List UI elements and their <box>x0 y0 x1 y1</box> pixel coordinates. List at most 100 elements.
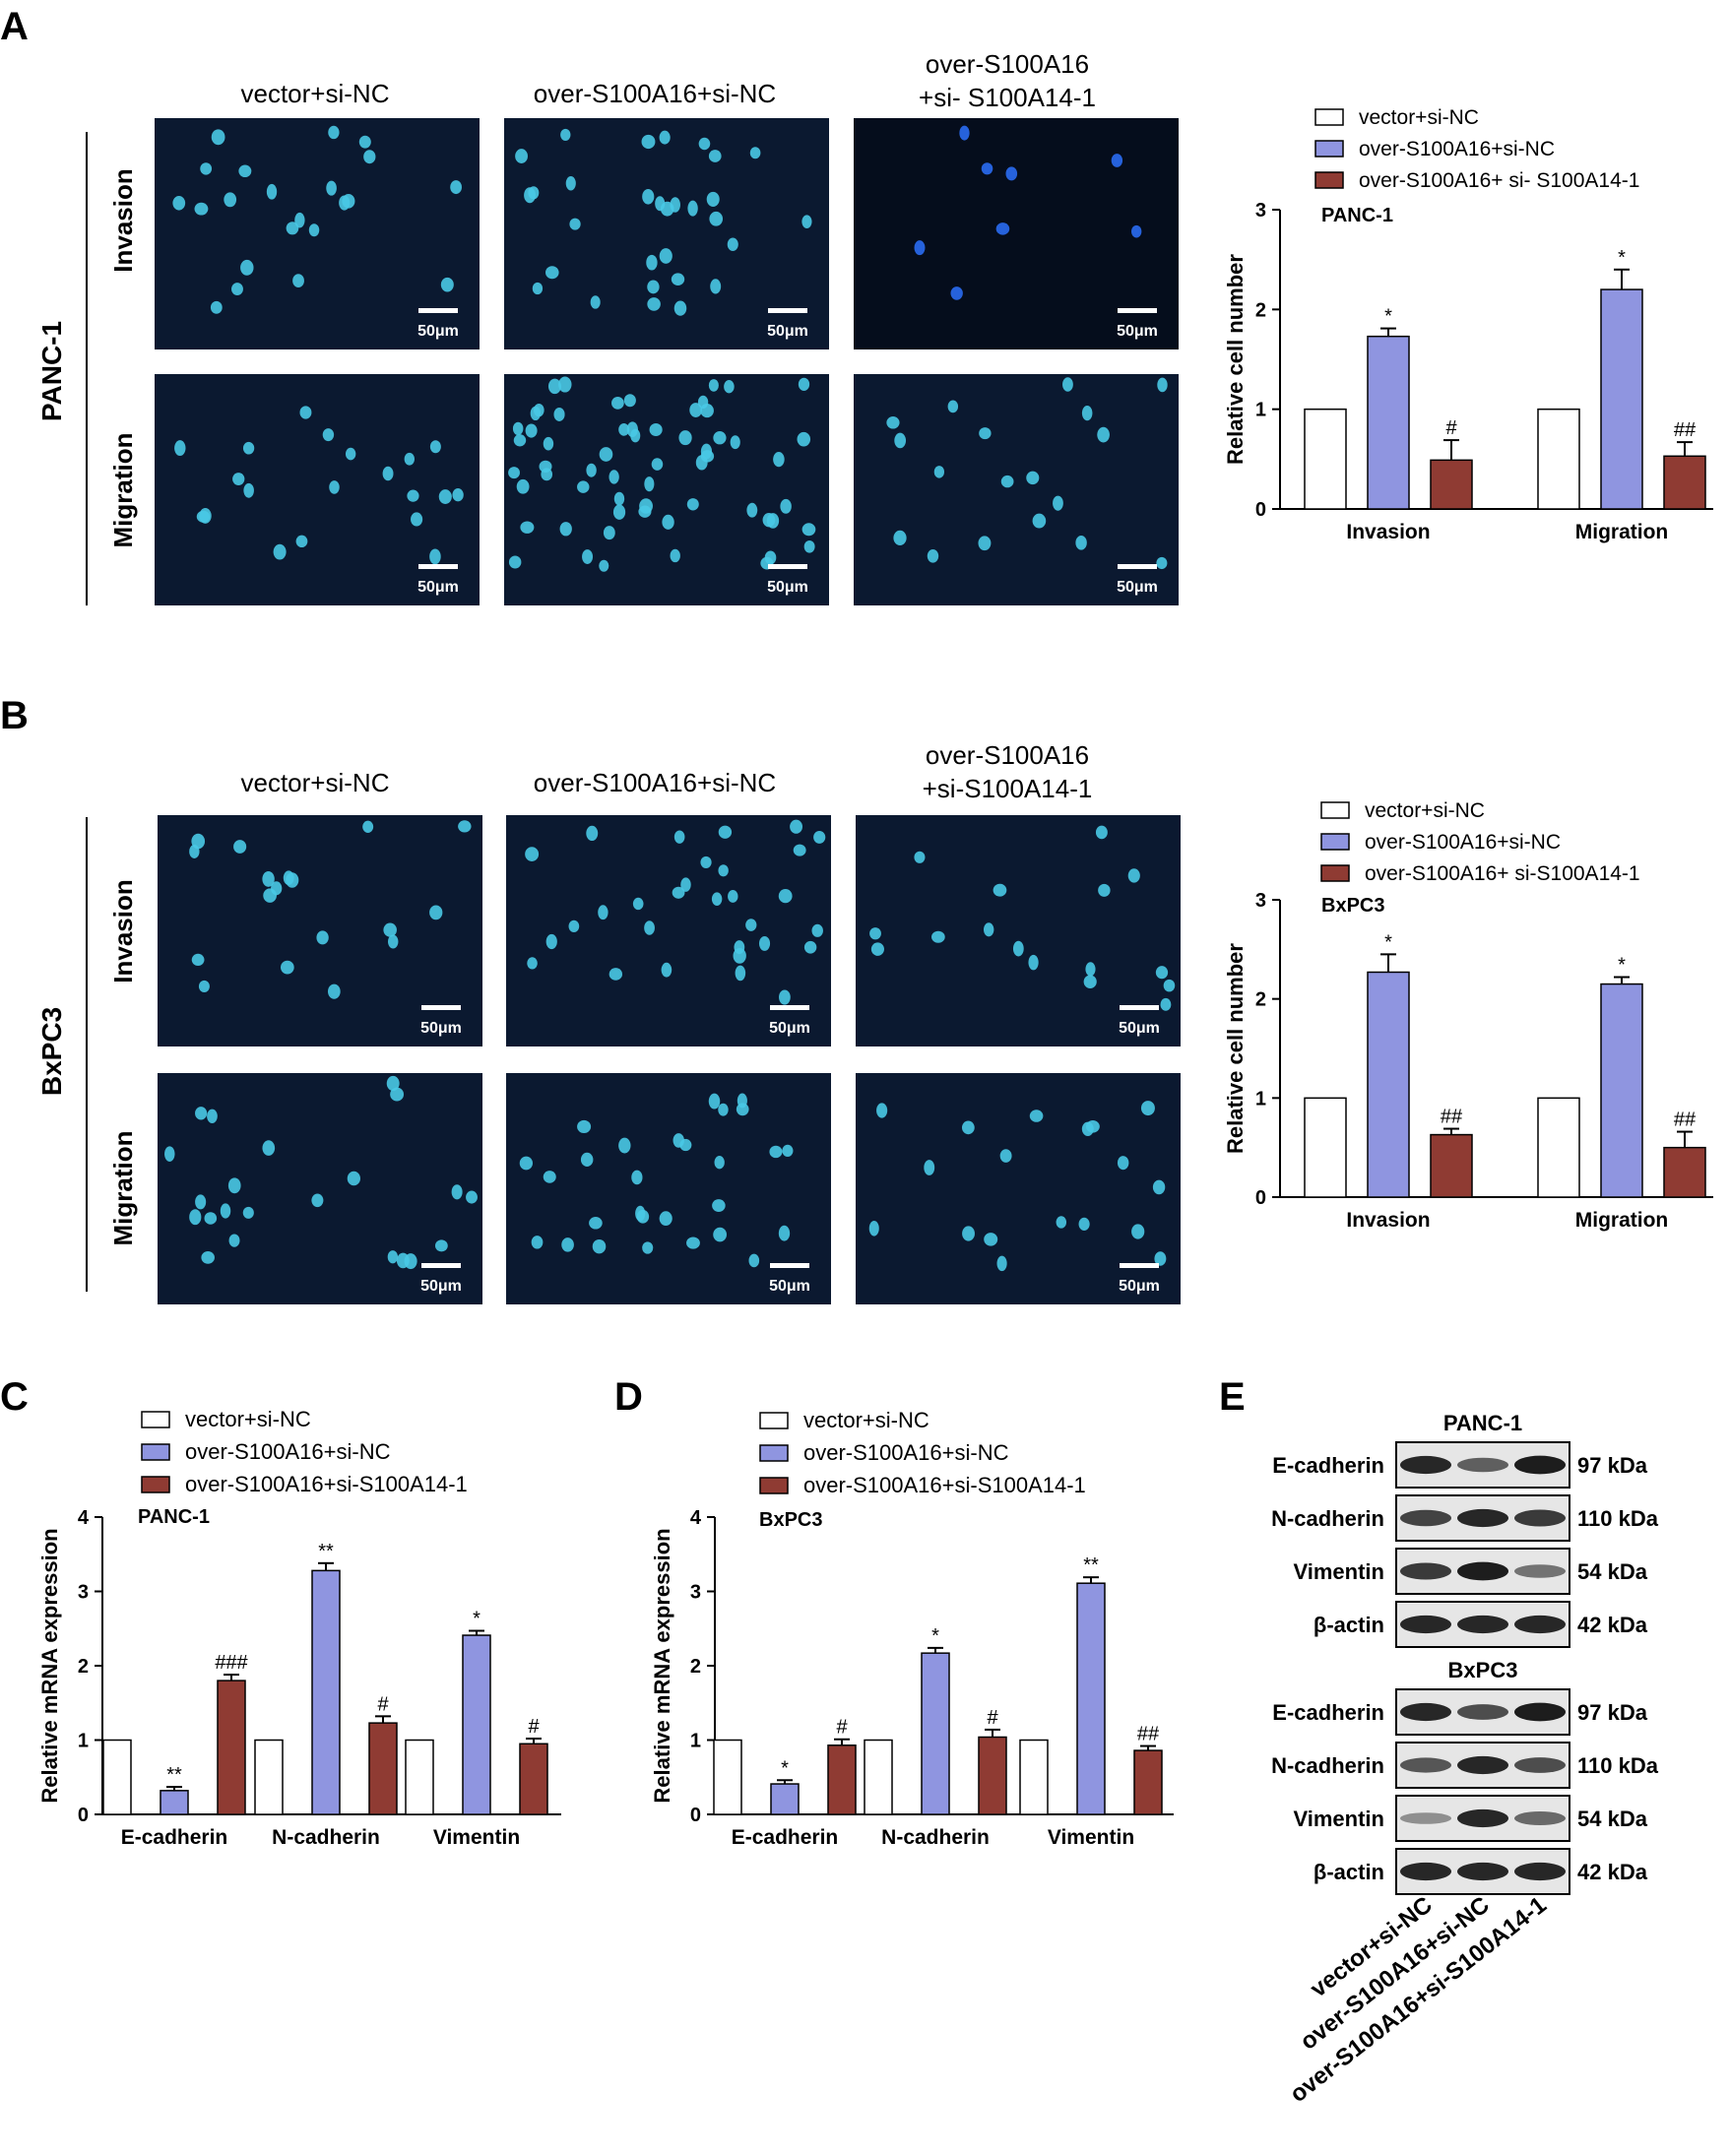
y-axis-label: Relative mRNA expression <box>37 1528 62 1803</box>
cell-nucleus <box>769 1145 783 1159</box>
legend-swatch <box>141 1476 170 1493</box>
cell-nucleus <box>210 300 223 314</box>
mrna-expression-chart-bxpc3: vector+si-NC over-S100A16+si-NC over-S100A… <box>650 1408 1174 1849</box>
bar <box>160 1790 189 1815</box>
scale-bar <box>421 1263 461 1268</box>
blot-band <box>1514 1564 1566 1578</box>
micrograph-image <box>506 815 831 1046</box>
cell-nucleus <box>328 125 340 140</box>
scale-bar <box>421 1005 461 1010</box>
cell-nucleus <box>708 379 719 392</box>
blot-band <box>1400 1615 1451 1634</box>
x-tick-label: E-cadherin <box>121 1826 228 1849</box>
cell-nucleus <box>778 889 793 904</box>
cell-nucleus <box>411 512 423 527</box>
x-tick-label: E-cadherin <box>732 1826 839 1849</box>
cell-nucleus <box>545 266 559 280</box>
cell-nucleus <box>1056 1216 1067 1229</box>
bar <box>102 1739 132 1815</box>
cell-nucleus <box>1062 377 1073 392</box>
cell-nucleus <box>582 549 594 564</box>
micrograph-image <box>856 815 1181 1046</box>
micrograph-image <box>506 1073 831 1304</box>
cell-nucleus <box>450 180 462 195</box>
blot-protein-label: β-actin <box>1314 1860 1384 1884</box>
relative-cell-number-chart-panc1: vector+si-NC over-S100A16+si-NC over-S100A… <box>1223 106 1713 543</box>
legend-swatch <box>1314 171 1344 189</box>
blot-band <box>1514 1509 1566 1527</box>
y-tick-label: 0 <box>690 1805 701 1826</box>
cell-nucleus <box>1078 1217 1090 1231</box>
cell-nucleus <box>893 530 907 545</box>
cell-nucleus <box>1154 1251 1167 1266</box>
cell-nucleus <box>311 1193 324 1208</box>
cell-nucleus <box>611 397 624 410</box>
significance-mark: ## <box>1137 1724 1160 1745</box>
cell-nucleus <box>590 295 601 309</box>
cell-nucleus <box>1163 979 1176 992</box>
scale-bar-label: 50μm <box>417 323 459 340</box>
blot-band <box>1400 1509 1451 1527</box>
significance-mark: # <box>377 1693 389 1715</box>
significance-mark: * <box>473 1609 481 1630</box>
cell-nucleus <box>1032 513 1047 529</box>
legend-swatch <box>1320 833 1350 851</box>
cell-nucleus <box>322 428 335 442</box>
cell-nucleus <box>568 919 580 933</box>
cell-nucleus <box>164 1146 175 1162</box>
x-tick-label: Vimentin <box>1048 1826 1134 1849</box>
cell-nucleus <box>238 164 252 178</box>
bar <box>462 1634 491 1815</box>
cell-nucleus <box>207 1109 218 1123</box>
cell-nucleus <box>347 1171 360 1186</box>
legend-swatch <box>1314 140 1344 158</box>
cell-nucleus <box>660 201 674 217</box>
cell-nucleus <box>698 137 711 151</box>
y-tick-label: 1 <box>1255 400 1266 421</box>
y-tick-label: 0 <box>1255 1187 1266 1209</box>
bar <box>921 1652 950 1815</box>
significance-mark: ### <box>215 1652 248 1674</box>
cell-nucleus <box>407 489 419 502</box>
bar <box>1133 1749 1163 1815</box>
legend-label: vector+si-NC <box>185 1407 311 1431</box>
panel-letter-D: D <box>614 1375 643 1419</box>
scale-bar-label: 50μm <box>1117 323 1158 340</box>
bar <box>405 1739 434 1815</box>
cell-nucleus <box>1081 1121 1094 1137</box>
cell-nucleus <box>612 504 626 520</box>
legend-swatch <box>759 1412 789 1429</box>
cell-nucleus <box>211 129 225 146</box>
blot-protein-label: β-actin <box>1314 1613 1384 1637</box>
cell-nucleus <box>525 423 538 438</box>
cell-nucleus <box>876 1103 888 1118</box>
legend-label: vector+si-NC <box>1359 106 1479 129</box>
cell-nucleus <box>801 523 816 537</box>
cell-nucleus <box>232 473 245 485</box>
column-header: over-S100A16 <box>926 49 1089 79</box>
significance-mark: # <box>1445 417 1457 439</box>
bar <box>1537 408 1580 510</box>
cell-nucleus <box>508 555 522 569</box>
scale-bar <box>768 308 807 313</box>
cell-nucleus <box>727 237 738 251</box>
cell-nucleus <box>1085 962 1096 977</box>
cell-nucleus <box>638 505 652 518</box>
cell-nucleus <box>609 470 619 484</box>
cell-nucleus <box>712 1199 726 1212</box>
cell-nucleus <box>647 297 661 311</box>
cell-nucleus <box>172 195 186 211</box>
bar <box>311 1569 341 1815</box>
blot-protein-label: E-cadherin <box>1272 1453 1384 1478</box>
cell-nucleus <box>466 1190 478 1204</box>
significance-mark: * <box>931 1625 939 1647</box>
cell-nucleus <box>1012 940 1024 957</box>
cell-nucleus <box>240 259 254 276</box>
scale-bar-label: 50μm <box>1119 1020 1160 1037</box>
cell-nucleus <box>979 427 992 440</box>
scale-bar <box>770 1263 809 1268</box>
cell-nucleus <box>718 864 729 877</box>
cell-nucleus <box>647 280 660 294</box>
cell-nucleus <box>1117 1156 1129 1171</box>
significance-mark: * <box>1384 306 1392 328</box>
